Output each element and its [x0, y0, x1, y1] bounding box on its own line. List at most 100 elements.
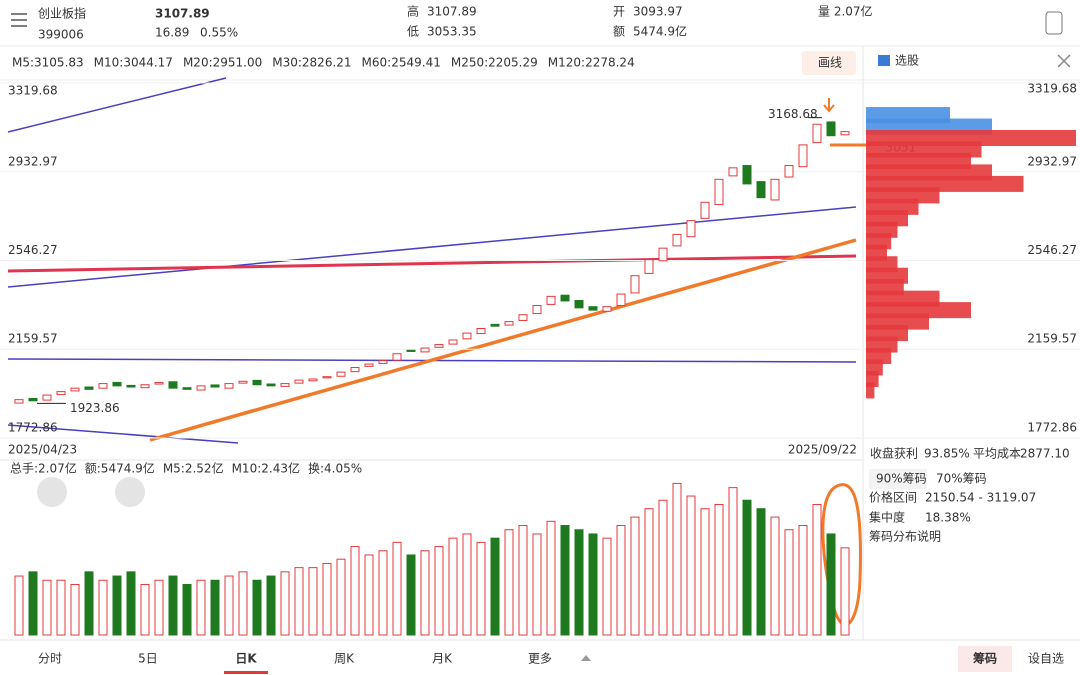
candle-body — [476, 327, 486, 335]
volume-bar — [378, 550, 388, 636]
candle-body — [28, 397, 38, 402]
candle-body — [532, 305, 542, 315]
y-tick-label: 2546.27 — [8, 243, 58, 257]
chip-help: 筹码分布说明 — [869, 529, 941, 544]
amount-value: 5474.9亿 — [633, 24, 687, 39]
ma-legend: M250:2205.29 — [451, 56, 538, 70]
volume-stat: 额:5474.9亿 — [85, 461, 155, 476]
chip-row-label: 集中度 — [869, 510, 905, 525]
volume-bar — [798, 525, 808, 636]
candle-body — [812, 123, 822, 144]
candle-body — [588, 306, 598, 311]
candle-body — [630, 275, 640, 294]
volume-bar — [266, 575, 276, 636]
draw-button-bg[interactable] — [802, 51, 856, 75]
candle-body — [196, 385, 206, 391]
candle-body — [798, 144, 808, 168]
volume-bar — [616, 525, 626, 636]
volume-bar — [350, 546, 360, 636]
candle-body — [294, 379, 304, 384]
candle-body — [350, 367, 360, 373]
chip-row-value: 18.38% — [925, 511, 971, 525]
volume-bar — [392, 541, 402, 636]
volume-bar — [420, 550, 430, 636]
y-tick-label: 1772.86 — [8, 421, 58, 435]
chip-tick-label: 1772.86 — [1027, 421, 1077, 435]
candle-body — [140, 384, 150, 389]
chip-bar — [866, 382, 875, 399]
avg-label: 平均成本 — [973, 447, 1021, 461]
index-name: 创业板指 — [38, 6, 86, 21]
candle-body — [840, 131, 850, 136]
volume-bar — [560, 525, 570, 636]
candle-body — [434, 344, 444, 348]
draw-button: 画线 — [818, 56, 842, 70]
volume-bar — [588, 533, 598, 636]
volume-bar — [784, 529, 794, 636]
tab[interactable]: 月K — [432, 652, 453, 666]
chip-tab[interactable]: 90%筹码 — [876, 472, 927, 486]
candle-body — [98, 383, 108, 389]
candle-body — [462, 332, 472, 340]
candle-body — [420, 347, 430, 353]
candle-body — [616, 293, 626, 307]
more-arrow[interactable] — [581, 655, 591, 661]
volume-stat: M10:2.43亿 — [232, 461, 300, 476]
high-label: 高 — [407, 4, 419, 19]
right-button[interactable]: 设自选 — [1028, 652, 1064, 666]
candle-body — [224, 383, 234, 389]
menu-icon[interactable] — [11, 13, 27, 27]
volume-bar — [490, 537, 500, 636]
chip-button-bg[interactable] — [958, 646, 1012, 672]
candle-body — [126, 384, 136, 388]
volume-bar — [532, 533, 542, 636]
volume-bar — [714, 503, 724, 636]
chip-tab[interactable]: 70%筹码 — [936, 472, 987, 486]
volume-bar — [434, 546, 444, 636]
change: 16.89 — [155, 26, 189, 40]
candle-body — [686, 220, 696, 238]
tab[interactable]: 分时 — [38, 652, 62, 666]
volume-bar — [252, 579, 262, 636]
tab[interactable]: 更多 — [528, 652, 552, 666]
volume-bar — [672, 482, 682, 636]
volume-bar — [518, 525, 528, 636]
candle-body — [364, 363, 374, 367]
candle-body — [280, 383, 290, 387]
volume-bar — [196, 579, 206, 636]
open-label: 开 — [613, 5, 625, 19]
chip-title[interactable]: 选股 — [895, 54, 919, 68]
volume-bar — [98, 579, 108, 636]
candle-body — [14, 399, 24, 404]
candle-body — [602, 306, 612, 312]
candle-body — [168, 381, 178, 389]
volume-bar — [826, 533, 836, 636]
right-button[interactable]: 筹码 — [973, 651, 997, 666]
volume-stat: M5:2.52亿 — [163, 461, 224, 476]
volume-bar — [686, 495, 696, 636]
candle-body — [826, 121, 836, 137]
candle-body — [154, 381, 164, 385]
candle-body — [392, 353, 402, 361]
volume-stat: 总手:2.07亿 — [10, 461, 77, 476]
tab[interactable]: 周K — [334, 652, 355, 666]
volume-bar — [140, 583, 150, 636]
volume-bar — [364, 554, 374, 636]
prev-button[interactable] — [37, 477, 67, 507]
chip-tab-bg[interactable] — [869, 469, 927, 489]
volume-bar — [126, 571, 136, 636]
volume-bar — [770, 516, 780, 636]
close-icon[interactable] — [1057, 54, 1071, 68]
next-button[interactable] — [115, 477, 145, 507]
tab[interactable]: 5日 — [138, 652, 158, 666]
candle-body — [252, 379, 262, 386]
volume-bar — [28, 571, 38, 636]
volume-bar — [448, 537, 458, 636]
tab[interactable]: 日K — [235, 652, 257, 666]
index-code: 399006 — [38, 28, 84, 42]
ma-legend: M20:2951.00 — [183, 56, 262, 70]
phone-icon[interactable] — [1045, 11, 1063, 35]
volume-bar — [182, 583, 192, 636]
